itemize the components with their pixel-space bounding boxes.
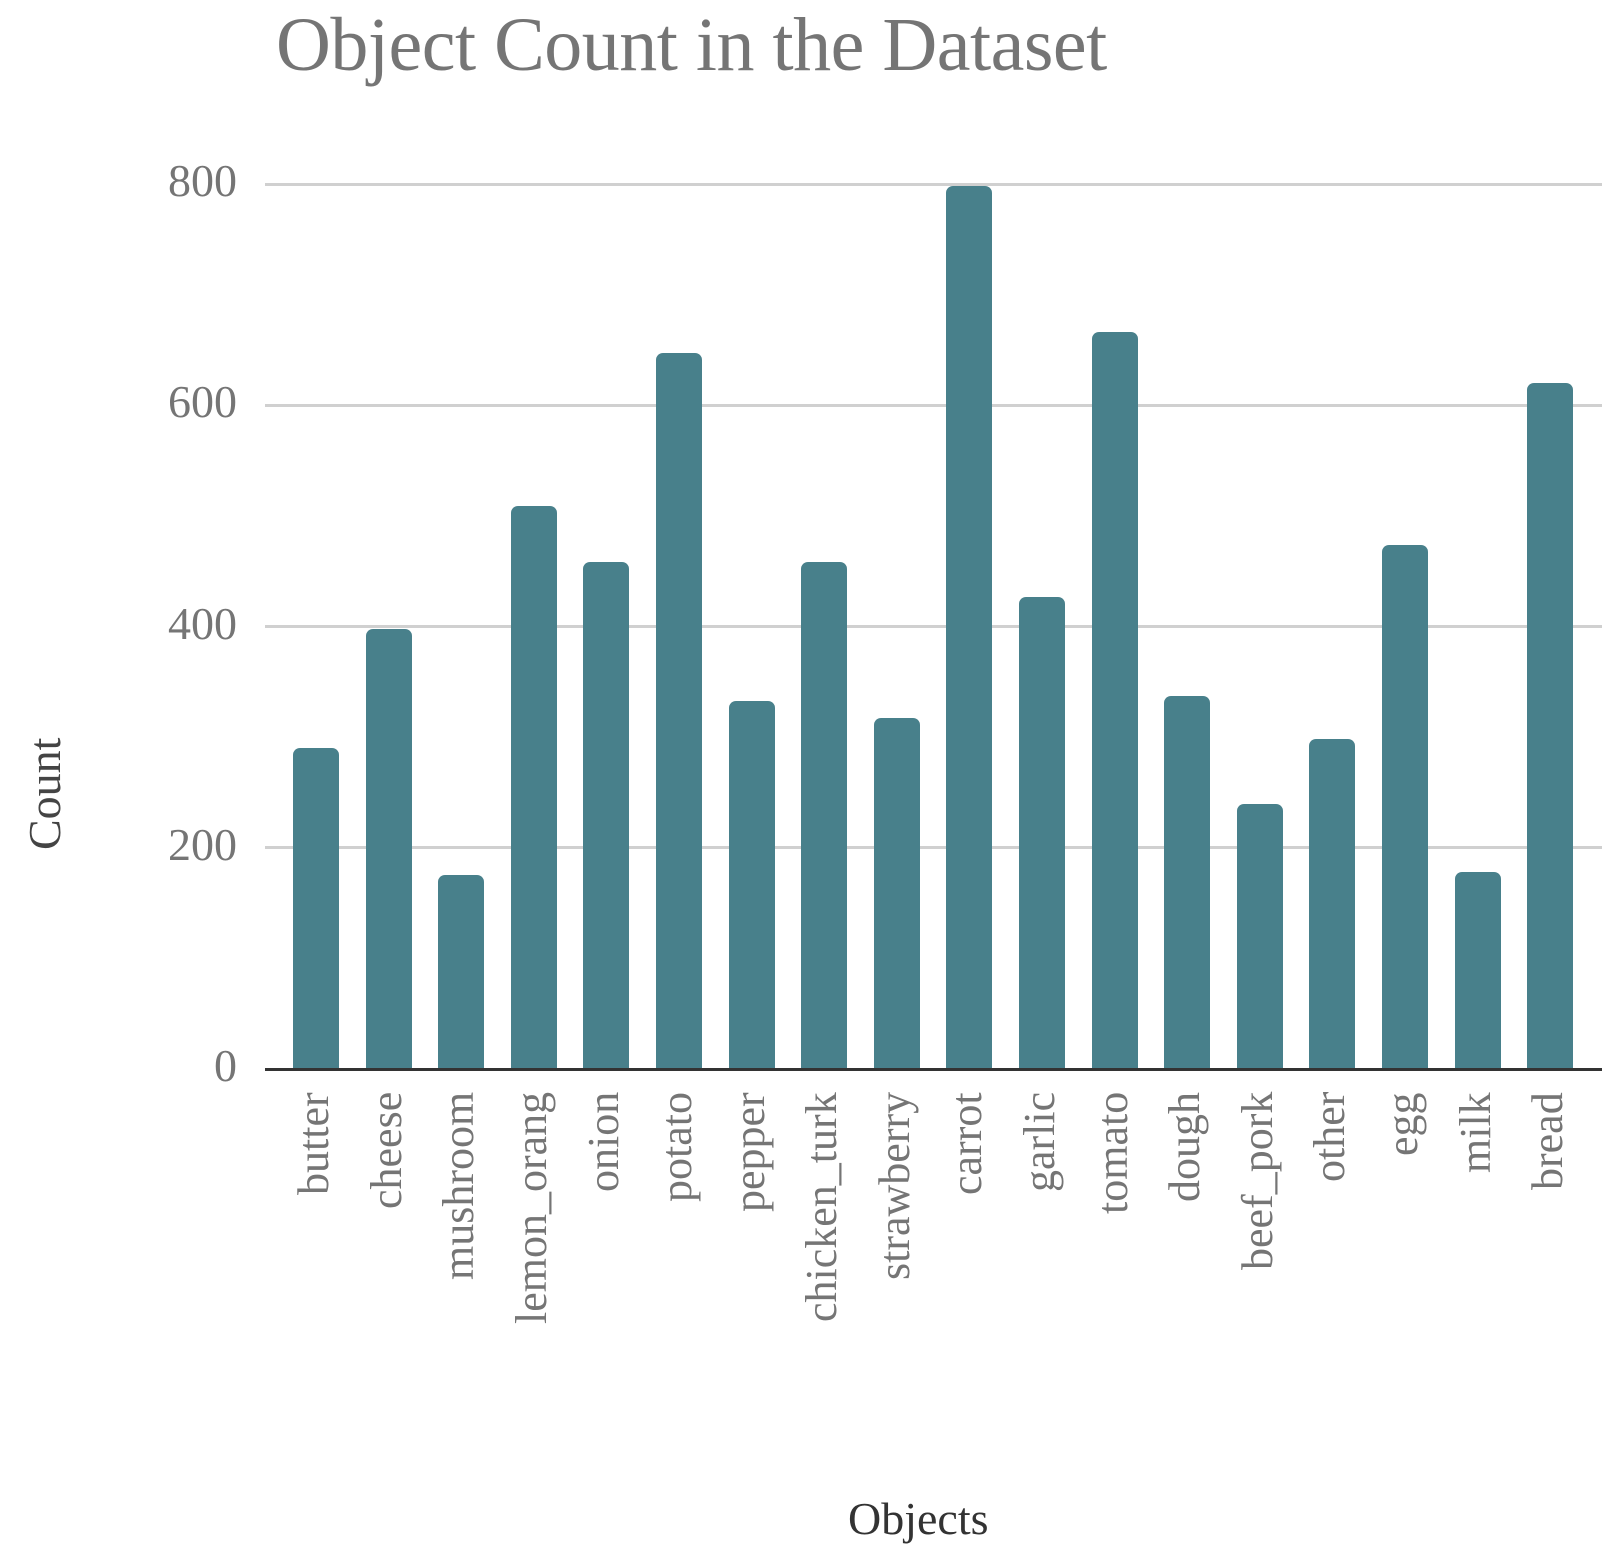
x-axis-title: Objects	[848, 1493, 989, 1544]
x-tick-label: beef_pork	[1232, 1092, 1282, 1271]
x-tick-label: potato	[652, 1092, 701, 1202]
y-tick-label: 600	[168, 376, 237, 428]
x-tick-label: carrot	[942, 1092, 992, 1195]
x-tick-label: other	[1305, 1092, 1355, 1183]
bar-pepper[interactable]	[728, 700, 775, 1069]
gridline	[265, 846, 1602, 850]
x-tick-label: mushroom	[434, 1092, 484, 1281]
x-tick-label: pepper	[724, 1092, 774, 1212]
chart-title: Object Count in the Dataset	[276, 3, 1107, 87]
bar-milk[interactable]	[1454, 872, 1501, 1069]
x-tick-label: garlic	[1015, 1092, 1064, 1193]
x-tick-label: chicken_turk	[797, 1092, 847, 1322]
plot-area: 0 200 400 600 800 butter cheese mushroom lemon_o…	[168, 0, 1602, 1556]
bar-lemon_orang[interactable]	[510, 505, 557, 1069]
x-tick-label: butter	[289, 1092, 338, 1195]
bar-onion[interactable]	[583, 562, 630, 1069]
x-tick-label: onion	[579, 1092, 629, 1193]
gridline	[265, 182, 1602, 186]
x-tick-label: bread	[1523, 1092, 1573, 1190]
bar-mushroom[interactable]	[438, 875, 485, 1069]
x-tick-label: tomato	[1087, 1092, 1137, 1215]
bar-chicken_turk[interactable]	[801, 562, 848, 1069]
x-tick-label: cheese	[361, 1092, 411, 1210]
x-tick-label: dough	[1160, 1092, 1210, 1202]
bar-tomato[interactable]	[1091, 332, 1138, 1069]
bar-butter[interactable]	[293, 748, 339, 1069]
x-tick-label: egg	[1378, 1092, 1427, 1156]
bar-dough[interactable]	[1164, 696, 1211, 1069]
x-tick-label: lemon_orang	[506, 1092, 556, 1325]
y-tick-label: 400	[168, 597, 237, 649]
bar-garlic[interactable]	[1019, 596, 1065, 1069]
y-tick-label: 800	[168, 155, 237, 206]
bar-cheese[interactable]	[365, 628, 412, 1069]
y-tick-label: 200	[168, 818, 237, 870]
bar-other[interactable]	[1309, 739, 1356, 1069]
x-tick-label: strawberry	[869, 1092, 919, 1281]
x-axis-line	[265, 1067, 1602, 1071]
gridline	[265, 403, 1602, 407]
gridline	[265, 625, 1602, 628]
bar-strawberry[interactable]	[873, 718, 920, 1069]
bar-potato[interactable]	[656, 353, 702, 1069]
bar-bread[interactable]	[1527, 383, 1574, 1069]
bar-egg[interactable]	[1382, 544, 1428, 1069]
y-axis-title: Count	[19, 737, 70, 850]
bar-beef_pork[interactable]	[1236, 803, 1283, 1069]
bar-carrot[interactable]	[946, 186, 993, 1069]
x-tick-label: milk	[1450, 1092, 1500, 1173]
y-tick-label: 0	[214, 1040, 237, 1091]
